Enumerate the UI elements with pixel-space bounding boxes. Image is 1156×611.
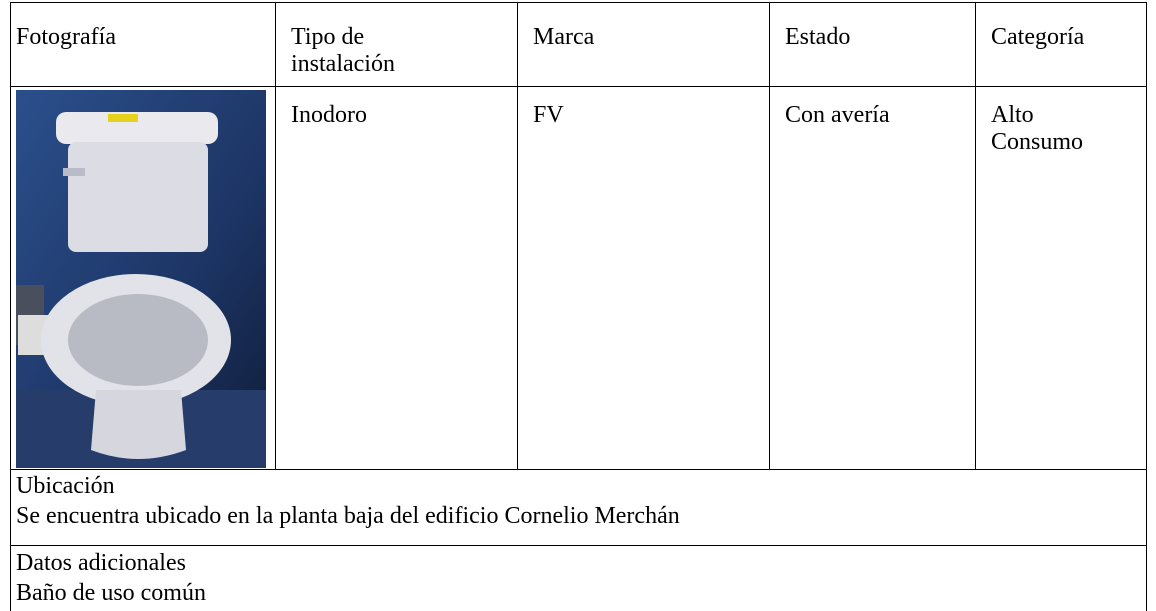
cell: Con avería <box>785 102 890 128</box>
rule <box>10 86 1147 87</box>
rule <box>769 2 770 469</box>
rule <box>275 2 276 469</box>
rule <box>1146 2 1147 611</box>
header-cell: Fotografía <box>16 24 116 50</box>
rule <box>10 2 1147 3</box>
section-label: Ubicación <box>16 473 115 499</box>
rule <box>10 469 1147 470</box>
header-cell: Marca <box>533 24 595 50</box>
rule <box>517 2 518 469</box>
header-cell: Estado <box>785 24 851 50</box>
rule <box>10 545 1147 546</box>
cell: Alto Consumo <box>991 102 1084 155</box>
cell: Inodoro <box>291 102 367 128</box>
header-cell: Categoría <box>991 24 1085 50</box>
section-label: Datos adicionales <box>16 550 186 576</box>
rule <box>975 2 976 469</box>
photo <box>16 90 266 468</box>
header-cell: Tipo de instalación <box>291 24 395 77</box>
section-text: Se encuentra ubicado en la planta baja d… <box>16 503 680 529</box>
rule <box>10 2 11 611</box>
cell: FV <box>533 102 564 128</box>
section-text: Baño de uso común <box>16 580 206 606</box>
